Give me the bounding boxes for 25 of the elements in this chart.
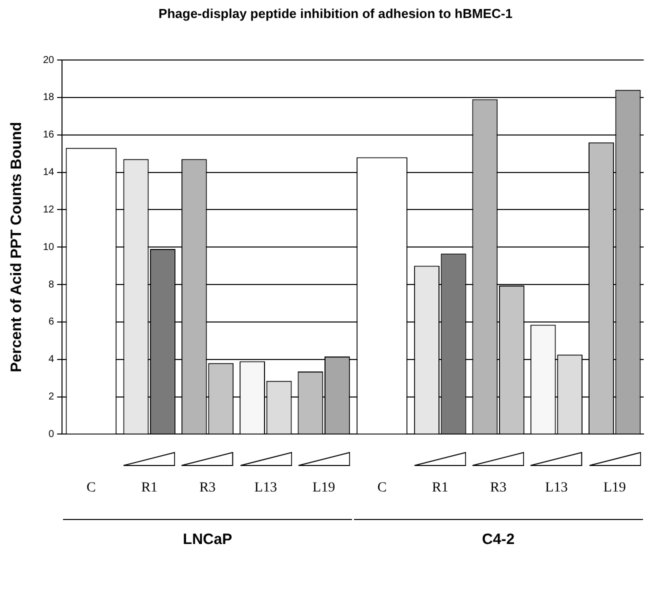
y-tick-label: 16 [43, 130, 55, 141]
x-tick-label: C [377, 480, 387, 496]
y-tick-label: 8 [48, 279, 55, 290]
text: LNCaP [182, 531, 234, 548]
y-tick-label: 14 [43, 167, 55, 178]
x-tick-label: L19 [603, 480, 626, 496]
y-tick-label: 6 [48, 316, 55, 328]
y-tick-label: 0 [48, 428, 55, 440]
x-tick-label: R3 [199, 480, 216, 496]
y-tick-label: 4 [48, 354, 55, 366]
x-tick-label: L19 [312, 480, 336, 496]
y-tick-label: 2 [48, 392, 55, 403]
y-axis-title: Percent of Acid PPT Counts Bound [8, 122, 26, 372]
text: C4-2 [481, 531, 516, 548]
y-tick-label: 20 [43, 54, 55, 66]
x-tick-label: C [86, 480, 96, 496]
x-tick-label: L13 [545, 480, 568, 496]
x-tick-label: R1 [432, 480, 448, 496]
x-tick-label: L13 [254, 480, 277, 496]
y-tick-label: 12 [43, 204, 55, 216]
y-tick-label: 18 [43, 92, 55, 104]
x-tick-label: R3 [490, 480, 506, 496]
chart-title: Phage-display peptide inhibition of adhesion to hBMEC-1 [158, 6, 514, 21]
x-tick-label: R1 [141, 480, 158, 496]
y-tick-label: 10 [43, 242, 55, 253]
